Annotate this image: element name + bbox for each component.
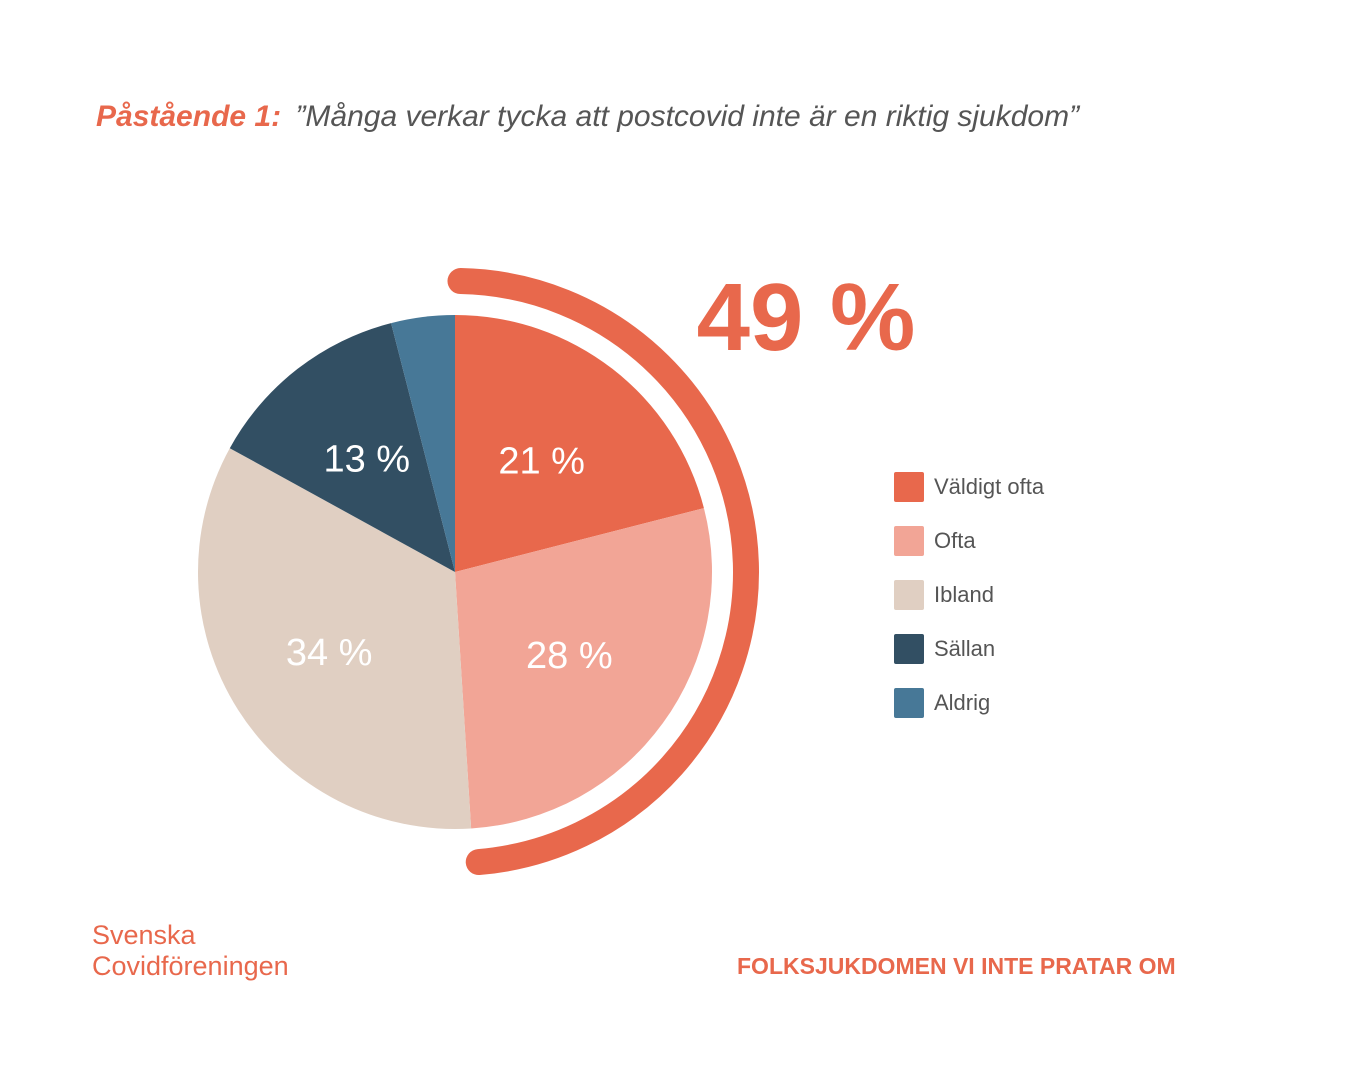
legend-item-sallan: Sällan xyxy=(894,622,1044,676)
legend-item-valdigt-ofta: Väldigt ofta xyxy=(894,460,1044,514)
logo-line-1: Svenska xyxy=(92,920,196,950)
legend-swatch xyxy=(894,634,924,664)
legend-label: Ofta xyxy=(934,528,976,553)
legend-label: Ibland xyxy=(934,582,994,607)
legend-label: Sällan xyxy=(934,636,996,661)
data-label-sallan: 13 % xyxy=(323,438,410,480)
pie-slice-ofta xyxy=(455,508,712,829)
legend-item-ibland: Ibland xyxy=(894,568,1044,622)
legend-item-ofta: Ofta xyxy=(894,514,1044,568)
legend-swatch xyxy=(894,688,924,718)
title-quote: ”Många verkar tycka att postcovid inte ä… xyxy=(295,100,1080,133)
legend-item-aldrig: Aldrig xyxy=(894,676,1044,730)
pie-slice-ibland xyxy=(198,448,472,829)
legend-label: Väldigt ofta xyxy=(934,474,1045,499)
data-label-ibland: 34 % xyxy=(286,632,373,674)
legend-swatch xyxy=(894,472,924,502)
data-label-valdigt-ofta: 21 % xyxy=(498,440,585,482)
legend: Väldigt ofta Ofta Ibland Sällan Aldrig xyxy=(894,460,1044,730)
chart-title: Påstående 1: ”Många verkar tycka att pos… xyxy=(96,100,1079,134)
title-lead: Påstående 1: xyxy=(96,100,282,133)
logo: Svenska Covidföreningen xyxy=(92,920,289,982)
highlight-arc xyxy=(447,268,759,876)
data-label-ofta: 28 % xyxy=(526,635,613,677)
tagline: FOLKSJUKDOMEN VI INTE PRATAR OM xyxy=(737,953,1176,979)
pie-slice-valdigt-ofta xyxy=(455,315,704,572)
pie-slice-aldrig xyxy=(391,315,455,572)
legend-swatch xyxy=(894,526,924,556)
logo-line-2: Covidföreningen xyxy=(92,951,289,981)
pie-slice-sallan xyxy=(229,323,455,572)
legend-swatch xyxy=(894,580,924,610)
legend-label: Aldrig xyxy=(934,690,991,715)
highlight-total-label: 49 % xyxy=(697,264,916,371)
